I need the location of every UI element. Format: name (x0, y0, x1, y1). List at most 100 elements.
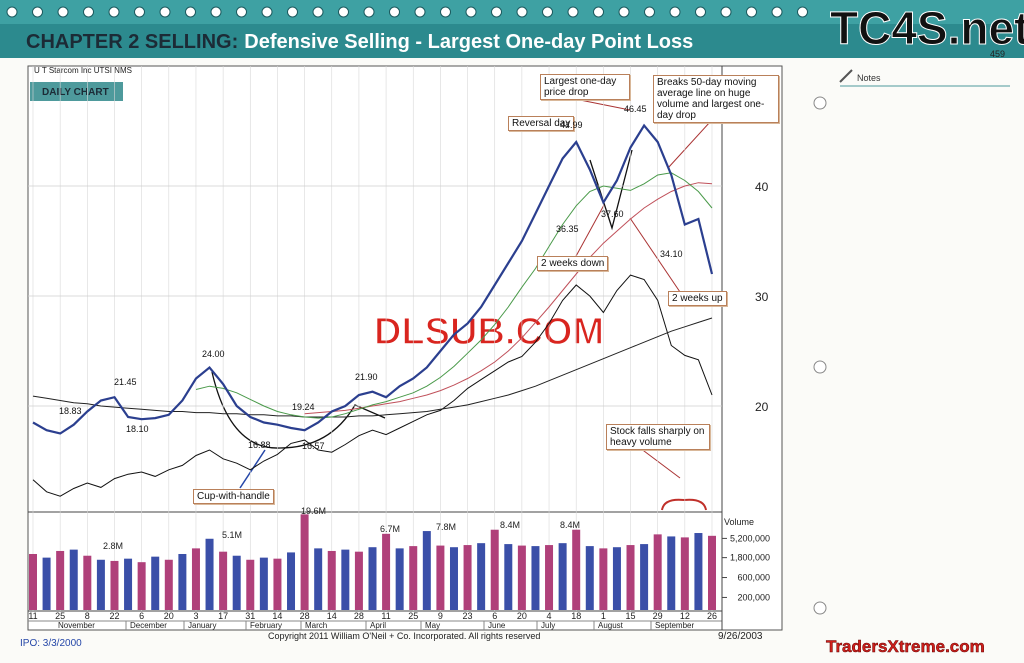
arrow (579, 99, 631, 111)
x-tick-label: 18 (571, 611, 581, 621)
volume-annotation: 5.1M (222, 530, 242, 540)
volume-bar (640, 544, 649, 610)
volume-bar (694, 533, 703, 610)
hole (261, 6, 273, 18)
header-title: CHAPTER 2 SELLING: Defensive Selling - La… (26, 31, 693, 53)
ring-hole (813, 601, 827, 615)
hole (236, 6, 247, 18)
volume-bar (667, 536, 676, 610)
chapter: CHAPTER 2 SELLING: (26, 31, 238, 53)
volume-bar (585, 546, 594, 610)
volume-bar (273, 558, 282, 610)
notes-label: Notes (857, 73, 881, 83)
hole (797, 6, 808, 18)
hole (542, 6, 553, 18)
x-tick-label: 12 (680, 611, 690, 621)
arrow (667, 121, 711, 169)
volume-bar (409, 546, 418, 610)
volume-bar (545, 545, 554, 610)
volume-bar (246, 559, 255, 610)
x-tick-label: 28 (354, 611, 364, 621)
volume-bar (558, 543, 567, 610)
volume-bar (42, 557, 51, 610)
volume-bar (151, 556, 160, 610)
x-tick-label: 28 (300, 611, 310, 621)
month-label: August (598, 621, 624, 630)
cup-curve (211, 371, 386, 449)
hole (746, 6, 757, 18)
x-tick-label: 9 (438, 611, 443, 621)
v-shape (589, 149, 633, 231)
annotation: 2 weeks down (537, 256, 609, 271)
hole (695, 6, 706, 18)
volume-bar (83, 555, 92, 610)
badge (30, 82, 123, 101)
annotation: 44.99 (560, 120, 583, 130)
annotation: Reversal day (508, 116, 575, 131)
hole (567, 6, 579, 18)
volume-bar (178, 553, 187, 610)
hole (516, 6, 528, 18)
badge-text: DAILY CHART (42, 87, 109, 98)
hole (491, 6, 502, 18)
volume-bar (395, 548, 404, 610)
arrow (239, 449, 266, 489)
volume-bar (599, 548, 608, 610)
volume-bar (517, 545, 526, 610)
volume-annotation: 8.4M (500, 520, 520, 530)
volume-bar (653, 534, 662, 610)
annotation: 18.83 (59, 406, 82, 416)
security-title: U T Starcom Inc UTSI NMS (34, 66, 132, 75)
annotation: 37.60 (601, 209, 624, 219)
month-label: June (488, 621, 506, 630)
series-line (32, 123, 714, 435)
month-label: January (188, 621, 216, 630)
volume-bar (110, 560, 119, 610)
ring-hole (813, 96, 827, 110)
annotation: Cup-with-handle (193, 489, 274, 504)
x-tick-label: 14 (272, 611, 282, 621)
volume-annotation: 19.6M (301, 506, 326, 516)
x-tick-label: 15 (626, 611, 636, 621)
volume-bar (124, 558, 133, 610)
x-tick-label: 14 (327, 611, 337, 621)
volume-bar (232, 555, 241, 610)
volume-bar (382, 533, 391, 610)
volume-bar (300, 514, 309, 610)
hole (669, 6, 681, 18)
hole (83, 6, 94, 18)
month-label: April (370, 621, 386, 630)
annotation: Largest one-day price drop (540, 74, 630, 100)
month-label: July (541, 621, 555, 630)
series-line (195, 172, 713, 419)
annotation: 34.10 (660, 249, 683, 259)
x-tick-label: 8 (85, 611, 90, 621)
annotation: 46.45 (624, 104, 647, 114)
hole (338, 6, 349, 18)
annotation: Breaks 50-day moving average line on hug… (653, 75, 779, 123)
header-top (0, 0, 1024, 24)
volume-annotation: 7.8M (436, 522, 456, 532)
x-tick-label: 29 (653, 611, 663, 621)
arrow (629, 217, 681, 293)
annotation: 24.00 (202, 349, 225, 359)
month-label: February (250, 621, 282, 630)
month-label: March (305, 621, 327, 630)
annotation: Stock falls sharply on heavy volume (606, 424, 710, 450)
title: Defensive Selling - Largest One-day Poin… (244, 31, 693, 53)
hole (363, 6, 375, 18)
volume-bar (205, 538, 214, 610)
volume-bar (504, 544, 513, 610)
volume-bar (463, 545, 472, 610)
x-tick-label: 23 (463, 611, 473, 621)
arrow (639, 447, 681, 479)
volume-bar (164, 559, 173, 610)
x-tick-label: 3 (193, 611, 198, 621)
volume-bar (29, 553, 37, 610)
x-tick-label: 26 (707, 611, 717, 621)
hole (159, 6, 171, 18)
x-tick-label: 1 (601, 611, 606, 621)
hole (108, 6, 120, 18)
